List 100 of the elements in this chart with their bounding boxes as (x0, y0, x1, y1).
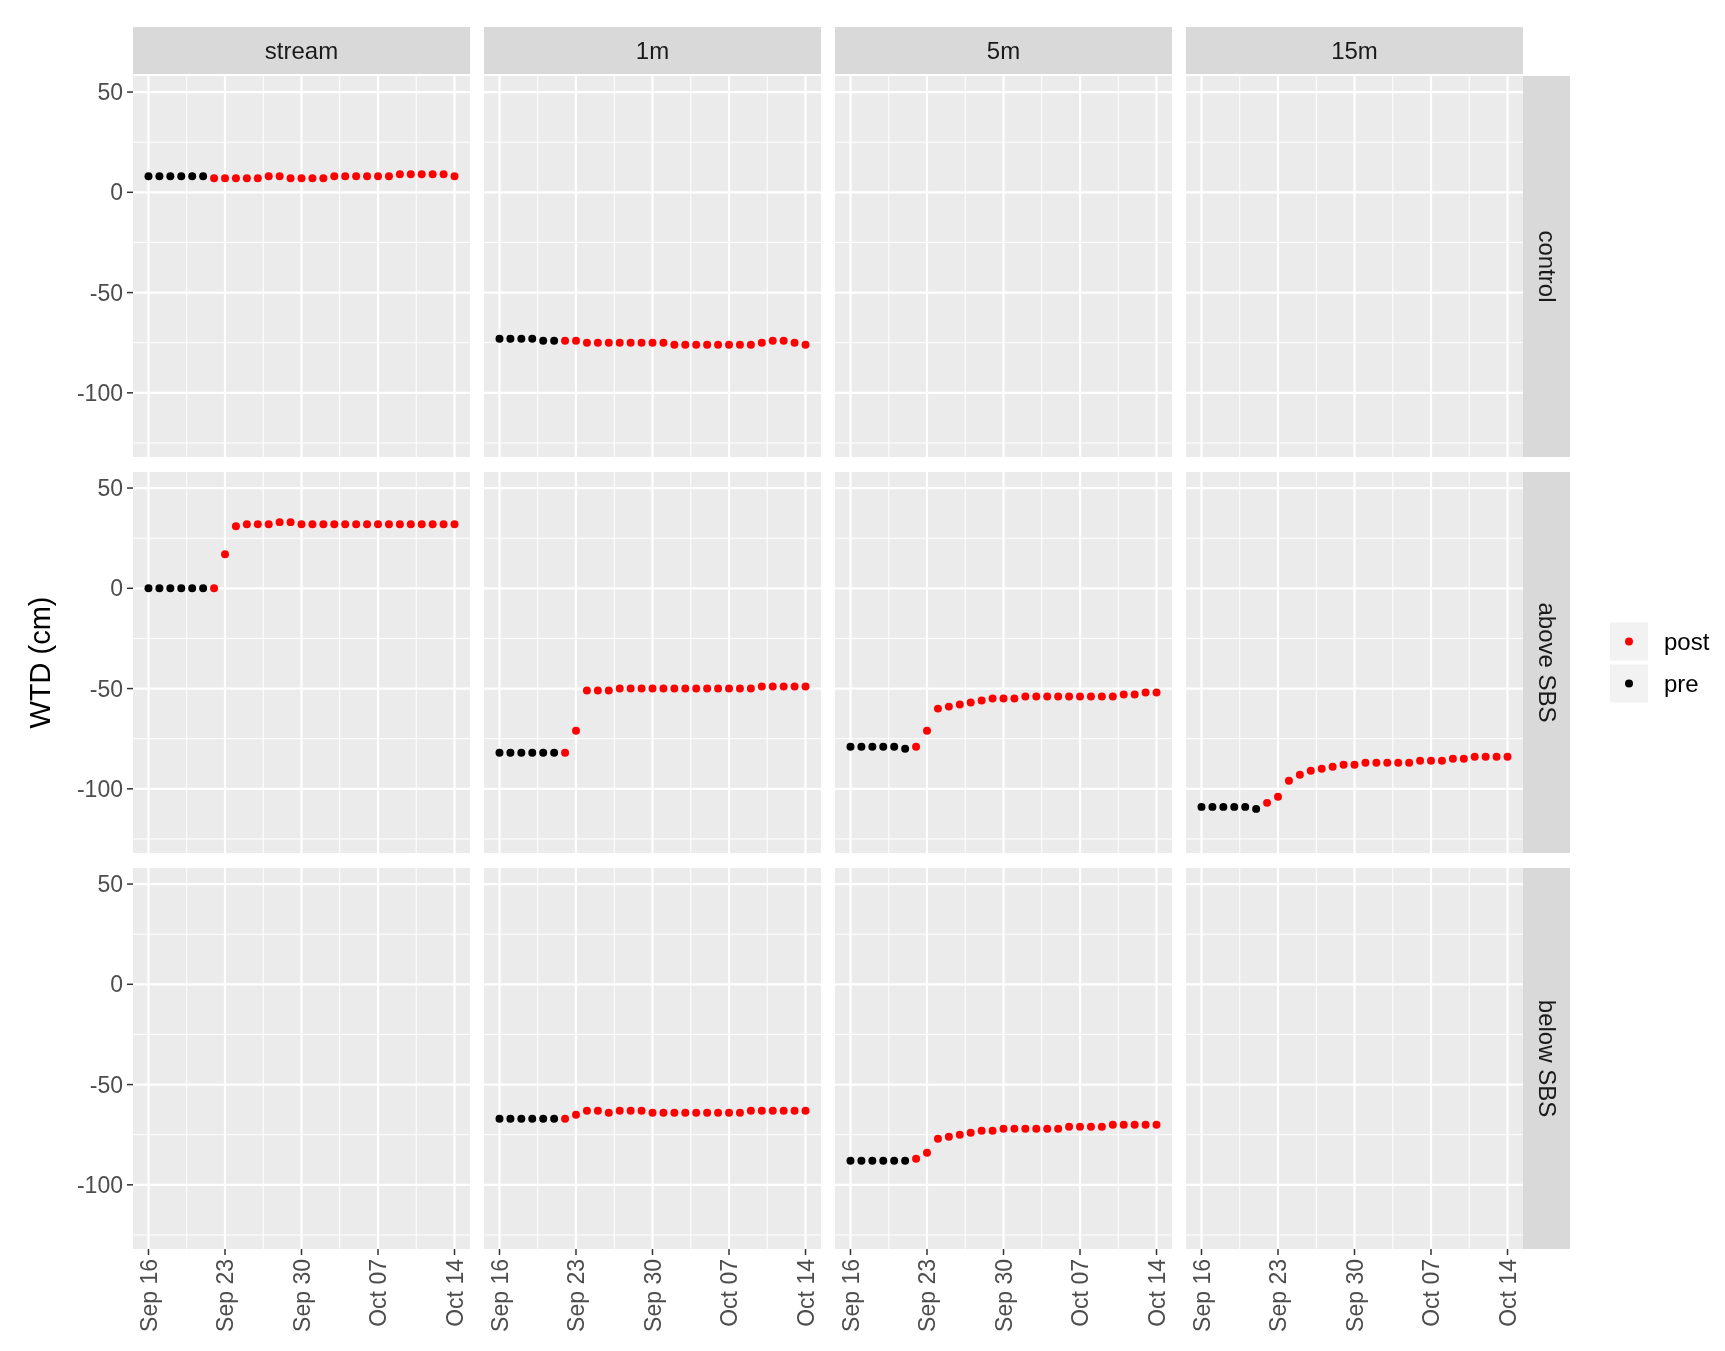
point (801, 1106, 810, 1115)
point (528, 334, 537, 343)
point (221, 550, 229, 559)
point (868, 1156, 877, 1165)
point (1208, 802, 1217, 811)
point (966, 698, 975, 707)
point (406, 520, 415, 529)
point (210, 584, 219, 593)
point (735, 684, 744, 693)
point (999, 694, 1008, 703)
point (517, 748, 526, 757)
point (286, 518, 295, 527)
point (166, 584, 175, 593)
point (1152, 1120, 1161, 1129)
point (757, 1106, 766, 1115)
point (681, 684, 690, 693)
point (593, 686, 602, 695)
y-tick-label: -50 (89, 279, 123, 306)
point (506, 748, 515, 757)
point (428, 520, 437, 529)
x-tick-label: Oct 07 (365, 1259, 392, 1327)
point (1065, 1122, 1074, 1131)
point (1010, 1124, 1019, 1133)
point (692, 340, 701, 349)
point (517, 1114, 526, 1123)
point (988, 1126, 997, 1135)
point (615, 338, 624, 347)
x-tick-label: Sep 30 (639, 1259, 666, 1332)
y-tick-label: 50 (97, 871, 123, 898)
point (1097, 1122, 1106, 1131)
point (659, 1108, 668, 1117)
point (1054, 692, 1063, 701)
point (746, 340, 755, 349)
point (572, 1110, 580, 1119)
y-tick-label: 50 (97, 475, 123, 502)
x-tick-label: Sep 23 (914, 1259, 941, 1332)
x-tick-label: Oct 14 (792, 1258, 819, 1327)
point (933, 704, 942, 713)
point (977, 1126, 986, 1135)
point (1274, 792, 1282, 801)
point (550, 336, 559, 345)
point (1076, 1122, 1084, 1131)
point (999, 1124, 1008, 1133)
point (550, 748, 559, 757)
point (1383, 758, 1392, 767)
point (659, 338, 668, 347)
point (242, 520, 251, 529)
point (714, 684, 723, 693)
point (868, 742, 877, 751)
point (264, 520, 273, 529)
point (582, 686, 591, 695)
point (582, 338, 591, 347)
chart-title: stream (264, 37, 339, 65)
point (1230, 802, 1239, 811)
point (637, 338, 646, 347)
point (1306, 766, 1315, 775)
point (593, 338, 602, 347)
point (692, 1108, 701, 1117)
y-tick-label: -50 (89, 675, 123, 702)
point (912, 1154, 921, 1163)
point (857, 1156, 866, 1165)
point (1010, 694, 1019, 703)
point (757, 682, 766, 691)
point (626, 684, 635, 693)
point (1503, 752, 1512, 761)
point (1130, 690, 1139, 699)
point (955, 700, 964, 709)
point (768, 336, 777, 345)
point (857, 742, 866, 751)
point (572, 336, 580, 345)
point (648, 338, 657, 347)
x-tick-label: Sep 30 (990, 1259, 1017, 1332)
point (703, 340, 712, 349)
point (1054, 1124, 1063, 1133)
point (846, 1156, 855, 1165)
point (561, 1114, 570, 1123)
point (648, 684, 657, 693)
point (341, 520, 350, 529)
point (692, 684, 701, 693)
y-tick-label: -100 (76, 379, 123, 406)
point (363, 520, 372, 529)
point (1097, 692, 1106, 701)
point (746, 684, 755, 693)
point (495, 748, 504, 757)
point (1021, 692, 1030, 701)
point (450, 520, 459, 529)
point (923, 1148, 931, 1157)
point (670, 340, 679, 349)
point (790, 682, 799, 691)
point (1065, 692, 1074, 701)
point (1372, 758, 1381, 767)
point (1437, 756, 1446, 765)
point (1043, 1124, 1052, 1133)
point (561, 336, 570, 345)
point (1492, 752, 1501, 761)
y-tick-label: 0 (110, 971, 123, 998)
point (1197, 802, 1206, 811)
point (1152, 688, 1161, 697)
point (1021, 1124, 1030, 1133)
point (1141, 688, 1150, 697)
